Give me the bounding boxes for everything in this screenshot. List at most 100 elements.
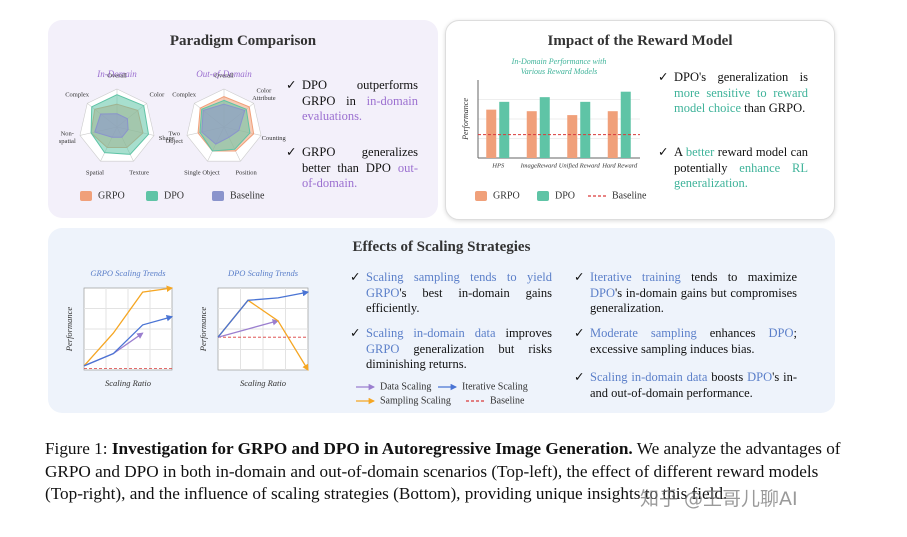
y-axis-label: Performance — [198, 307, 208, 353]
bullet: Scaling in-domain data improves GRPO gen… — [350, 326, 552, 373]
x-axis-label: Scaling Ratio — [105, 378, 151, 388]
legend-swatch — [146, 191, 158, 201]
legend-swatch — [475, 191, 487, 201]
y-axis-label: Performance — [64, 307, 74, 353]
bullet-text: DPO — [590, 285, 616, 300]
bullet-text: improves — [495, 326, 552, 340]
legend-label: Baseline — [490, 395, 525, 406]
bullet-text: GRPO generalizes better than DPO — [302, 145, 418, 175]
bullet: DPO outperforms GRPO in in-domain evalua… — [286, 78, 418, 125]
bullet: A better reward model can potentially en… — [658, 145, 808, 192]
chart-title: DPO Scaling Trends — [227, 268, 299, 278]
legend-label: Iterative Scaling — [462, 381, 528, 392]
axis-label: Color — [149, 92, 165, 99]
series-line — [83, 285, 174, 367]
bullet: Iterative training tends to maximize DPO… — [574, 270, 797, 317]
panel-title: Paradigm Comparison — [169, 33, 317, 49]
axis-label: Texture — [129, 169, 149, 176]
legend-swatch — [537, 191, 549, 201]
bullet: DPO's generalization is more sensitive t… — [658, 70, 808, 117]
bullet-text: GRPO — [366, 285, 400, 300]
axis-label: Color Attribute — [252, 88, 276, 103]
bullet-text: more sensitive to reward model choice — [674, 85, 808, 116]
bullet-text: Scaling in-domain data — [366, 326, 496, 340]
legend-label: GRPO — [98, 190, 125, 201]
bullet-text: Scaling in-domain data — [590, 370, 708, 384]
reward-panel: Impact of the Reward Model — [445, 20, 835, 220]
bar — [526, 111, 537, 158]
bullet-text: 's in- and out-of-domain performance. — [590, 370, 797, 400]
caption-title: Investigation for GRPO and DPO in Autore… — [111, 439, 633, 458]
bar — [539, 97, 550, 158]
bullet-text: A — [674, 145, 686, 159]
bullet: GRPO generalizes better than DPO out-of-… — [286, 145, 418, 192]
radar-area — [94, 113, 129, 138]
chart-title: In-Domain Performance with — [511, 57, 607, 66]
legend-label: Data Scaling — [380, 381, 431, 392]
legend-label: DPO — [555, 190, 575, 201]
legend-label: GRPO — [493, 190, 520, 201]
axis-label: Position — [235, 169, 257, 176]
series-line — [217, 319, 280, 338]
bullet-text: DPO outperforms GRPO in — [302, 78, 418, 108]
panel-title: Effects of Scaling Strategies — [352, 239, 531, 255]
bar — [620, 91, 631, 158]
bullet-text: GRPO — [366, 341, 400, 356]
bullet-text: DPO — [747, 370, 773, 384]
axis-label: Two Object — [166, 131, 184, 146]
axis-label: Complex — [172, 92, 197, 99]
series-line — [217, 289, 310, 338]
bar — [499, 101, 510, 158]
x-axis-label: Scaling Ratio — [240, 378, 286, 388]
legend-label: Baseline — [612, 190, 647, 201]
bullet-text: ; excessive sampling induces bias. — [590, 326, 797, 356]
x-tick-label: Unified Reward — [559, 162, 601, 169]
bar — [607, 111, 618, 158]
bullet-text: 's in-domain gains but compromises gener… — [590, 285, 797, 316]
legend-swatch — [212, 191, 224, 201]
bullet: Scaling in-domain data boosts DPO's in- … — [574, 370, 797, 401]
bullet-text: tends to maximize — [680, 270, 797, 284]
axis-label: Counting — [262, 135, 287, 142]
legend-label: Baseline — [230, 190, 265, 201]
x-tick-label: HPS — [491, 162, 505, 169]
chart-title: Out-of-Domain — [196, 69, 252, 79]
axis-label: Overall — [107, 72, 127, 79]
bullet: Moderate sampling enhances DPO; excessiv… — [574, 326, 797, 357]
caption-text: We analyze the advantages of GRPO and DP… — [45, 439, 841, 503]
series-line — [83, 315, 174, 367]
bullet-text: Scaling sampling tends to yield — [366, 270, 552, 284]
chart-title: In-Domain — [96, 69, 137, 79]
bullet-text: reward model can potentially — [674, 145, 808, 175]
caption: Figure 1: Investigation for GRPO and DPO… — [45, 438, 855, 506]
legend-swatch — [80, 191, 92, 201]
bullet-text: boosts — [707, 370, 748, 384]
bullet-text: DPO's generalization is — [674, 70, 808, 84]
x-tick-label: ImageReward — [520, 162, 558, 169]
axis-label: Complex — [65, 92, 90, 99]
bullet-text: in-domain evaluations. — [302, 93, 418, 124]
bullet-text: Moderate sampling — [590, 326, 697, 340]
axis-label: Overall — [214, 72, 234, 79]
axis-label: Non-spatial — [59, 131, 76, 146]
bullet-text: than GRPO. — [741, 101, 806, 115]
legend-label: DPO — [164, 190, 184, 201]
axis-label: Single Object — [184, 169, 220, 176]
y-axis-label: Performance — [461, 98, 470, 141]
bullet-text: better — [685, 145, 715, 159]
bar — [567, 115, 578, 158]
bullet-text: enhances — [696, 326, 769, 340]
bullet-text: enhance RL generalization. — [674, 160, 808, 191]
bar — [580, 101, 591, 158]
bullet-text: Iterative training — [590, 270, 681, 284]
bullet-text: 's best in-domain gains efficiently. — [366, 285, 552, 316]
bullet-text: out-of-domain. — [302, 160, 418, 191]
bullet-text: DPO — [768, 326, 794, 340]
chart-title: Various Reward Models — [521, 67, 598, 76]
bullet: Scaling sampling tends to yield GRPO's b… — [350, 270, 552, 317]
x-tick-label: Hard Reward — [601, 162, 638, 169]
bullet-text: generalization but risks diminishing ret… — [366, 341, 552, 372]
bar — [486, 109, 497, 158]
axis-label: Shape — [159, 135, 175, 142]
